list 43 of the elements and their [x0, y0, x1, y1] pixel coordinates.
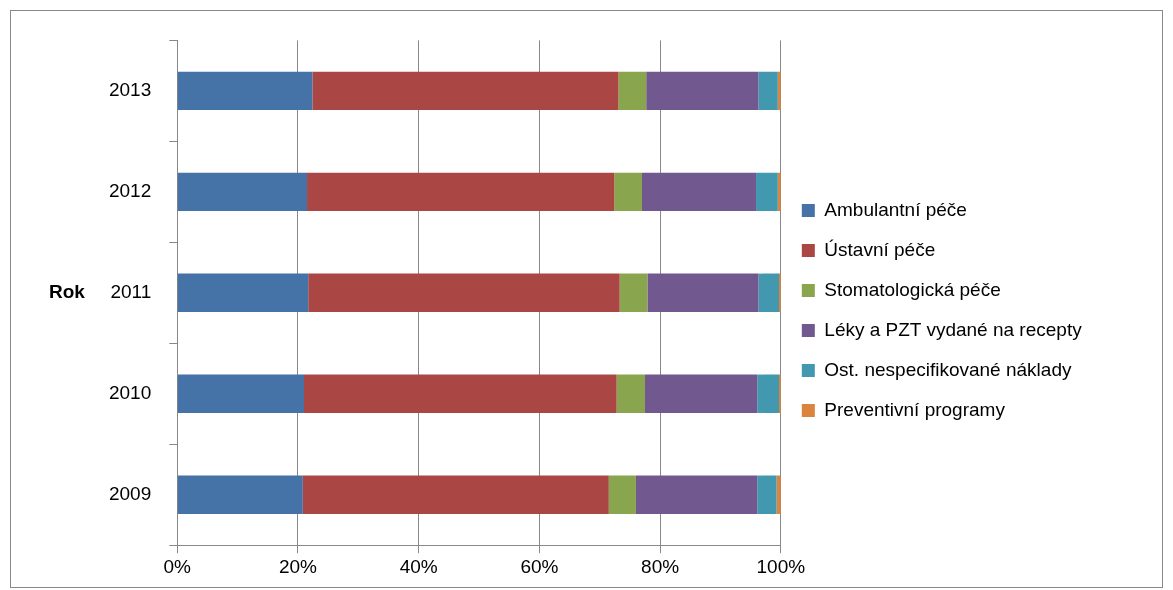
bar: [177, 71, 313, 111]
legend-label: Ost. nespecifikované náklady: [824, 358, 1072, 380]
y-tick-label: 2013: [108, 79, 152, 101]
legend-label: Léky a PZT vydané na recepty: [824, 318, 1083, 340]
bar: [304, 374, 617, 413]
bar: [618, 71, 647, 111]
bar: [757, 374, 779, 413]
y-tick-label: 2009: [108, 482, 152, 504]
bar: [312, 71, 619, 111]
y-axis-title: Rok: [49, 281, 86, 303]
x-tick-label: 0%: [163, 555, 192, 577]
bar: [177, 172, 308, 212]
bar: [757, 475, 777, 514]
bar: [307, 172, 615, 212]
bar: [616, 374, 646, 413]
x-tick-label: 20%: [278, 555, 318, 577]
bar: [647, 273, 759, 312]
bar: [756, 172, 778, 212]
bar: [642, 172, 757, 212]
y-tick-label: 2012: [108, 180, 152, 202]
legend-label: Stomatologická péče: [824, 278, 1001, 300]
bar: [177, 475, 303, 514]
bar: [308, 273, 620, 312]
bar: [619, 273, 648, 312]
bar: [758, 273, 779, 312]
legend-label: Ústavní péče: [824, 238, 936, 260]
x-tick-label: 60%: [520, 555, 559, 577]
bar: [635, 475, 758, 514]
bar: [177, 374, 305, 413]
legend-label: Preventivní programy: [824, 398, 1006, 420]
y-tick-label: 2010: [108, 381, 152, 403]
bar: [645, 374, 758, 413]
bar: [302, 475, 609, 514]
legend-label: Ambulantní péče: [824, 198, 967, 220]
bar: [646, 71, 759, 111]
x-tick-label: 100%: [756, 555, 806, 577]
x-tick-label: 80%: [641, 555, 680, 577]
y-tick-label: 2011: [110, 281, 152, 303]
bar: [608, 475, 636, 514]
bar: [758, 71, 778, 111]
bar: [614, 172, 642, 212]
bar: [177, 273, 309, 312]
x-tick-label: 40%: [399, 555, 438, 577]
